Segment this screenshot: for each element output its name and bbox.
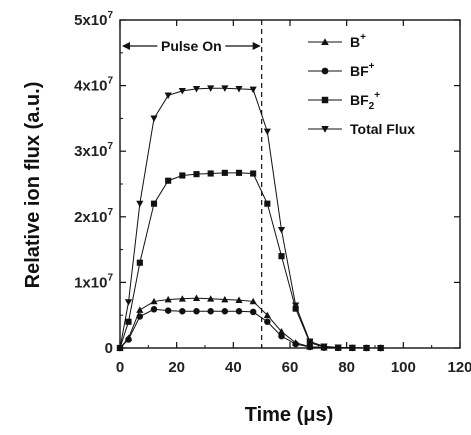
data-point: [249, 308, 257, 316]
data-point: [249, 86, 257, 94]
x-tick-label: 20: [168, 359, 185, 376]
y-tick-label: 1x107: [74, 272, 113, 291]
x-tick-label: 0: [116, 359, 124, 376]
data-point: [192, 294, 201, 302]
y-axis-title: Relative ion flux (a.u.): [22, 82, 44, 289]
y-tick-label: 3x107: [74, 141, 113, 160]
data-point: [150, 306, 158, 313]
data-point: [125, 336, 132, 343]
data-point: [235, 86, 243, 93]
legend-label: B+: [350, 32, 366, 50]
data-point: [263, 311, 271, 319]
series-bf: [116, 306, 384, 352]
plot-frame: [119, 19, 461, 349]
data-point: [179, 172, 186, 179]
data-point: [277, 227, 286, 234]
y-tick-label: 5x107: [74, 10, 113, 29]
series-line: [119, 297, 381, 349]
legend-label: BF+: [350, 61, 375, 79]
pulse-on-label: Pulse On: [161, 38, 222, 54]
data-point: [320, 343, 328, 350]
legend-item: Total Flux: [308, 121, 415, 137]
data-point: [278, 253, 285, 260]
data-point: [178, 295, 186, 302]
data-point: [193, 171, 200, 178]
data-point: [292, 302, 300, 309]
pulse-arrow-left-head: [122, 42, 130, 50]
legend-item: BF+: [308, 61, 375, 79]
y-tick-label: 2x107: [74, 207, 113, 226]
data-point: [334, 344, 342, 352]
data-point: [348, 344, 356, 352]
legend-marker: [321, 67, 329, 75]
y-tick-label: 4x107: [74, 76, 113, 95]
x-tick-label: 120: [447, 359, 471, 376]
data-point: [150, 115, 158, 122]
data-point: [221, 308, 229, 315]
series-b: [116, 294, 385, 351]
data-point: [192, 86, 201, 93]
data-point: [164, 92, 172, 100]
x-tick-label: 80: [338, 359, 355, 376]
data-point: [136, 306, 144, 313]
x-tick-label: 60: [282, 359, 299, 376]
data-point: [362, 345, 371, 352]
series-bf2: [116, 169, 384, 352]
legend-item: B+: [308, 32, 366, 50]
data-point: [165, 177, 172, 184]
data-point: [277, 328, 286, 335]
pulse-annotation: Pulse On: [122, 20, 263, 348]
data-point: [124, 299, 133, 306]
legend-marker: [321, 38, 329, 46]
data-point: [125, 318, 132, 325]
legend: B+ BF+ BF2+ Total Flux: [308, 32, 415, 137]
data-point: [164, 307, 172, 314]
data-point: [221, 85, 229, 92]
data-point: [116, 345, 124, 352]
data-point: [150, 297, 158, 305]
legend-marker: [321, 125, 329, 133]
data-point: [292, 340, 299, 348]
data-point: [377, 345, 385, 352]
data-point: [250, 170, 257, 177]
data-point: [178, 87, 186, 95]
data-point: [193, 308, 200, 315]
data-point: [207, 170, 214, 177]
pulse-arrow-right-head: [252, 42, 261, 50]
data-point: [207, 308, 214, 315]
data-point: [221, 169, 228, 176]
data-point: [221, 295, 229, 303]
data-point: [207, 295, 215, 302]
legend-item: BF2+: [308, 90, 380, 112]
legend-marker: [321, 96, 329, 104]
data-point: [264, 200, 271, 207]
data-point: [207, 85, 215, 92]
data-point: [235, 308, 243, 315]
x-axis-title: Time (μs): [245, 404, 334, 426]
series-line: [119, 308, 381, 349]
data-point: [263, 128, 271, 136]
series-line: [119, 87, 381, 349]
data-point: [136, 200, 144, 208]
legend-label: BF2+: [350, 90, 380, 112]
data-point: [264, 318, 271, 326]
data-point: [306, 338, 314, 346]
series-line: [119, 172, 381, 349]
data-point: [150, 200, 158, 207]
data-point: [249, 297, 257, 305]
data-point: [136, 259, 143, 266]
data-point: [278, 332, 285, 340]
y-tick-label: 0: [105, 340, 113, 357]
x-tick-label: 100: [391, 359, 416, 376]
series-total-flux: [116, 85, 385, 352]
legend-label: Total Flux: [350, 121, 415, 137]
data-point: [136, 313, 144, 320]
data-point: [235, 169, 243, 176]
data-point: [179, 308, 186, 315]
data-point: [164, 295, 172, 303]
data-point: [235, 296, 243, 303]
x-tick-label: 40: [225, 359, 242, 376]
